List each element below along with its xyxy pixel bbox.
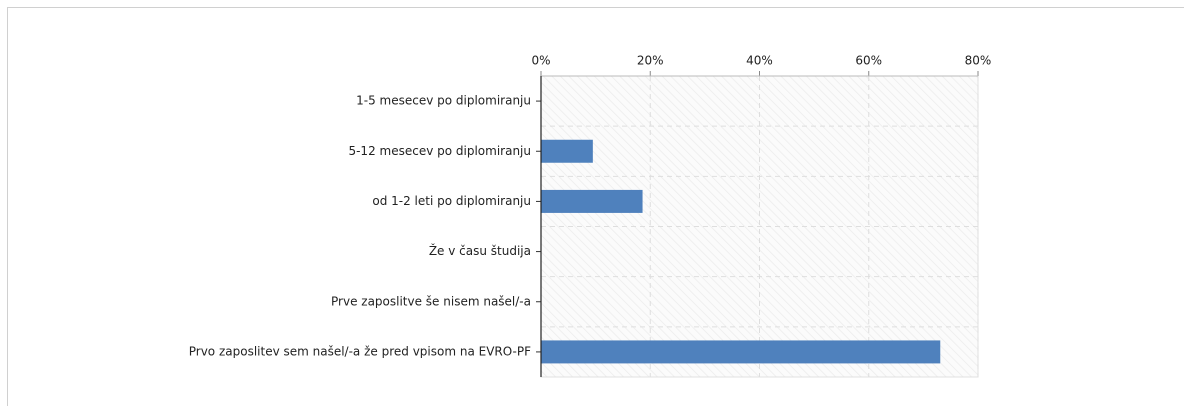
bar: [540, 340, 941, 364]
bar: [540, 189, 643, 213]
x-tick-label: 80%: [965, 54, 992, 68]
y-tick-label: Že v času študija: [429, 243, 531, 258]
x-tick-label: 40%: [746, 54, 773, 68]
bar: [540, 139, 593, 163]
y-tick-label: 5-12 mesecev po diplomiranju: [348, 144, 531, 158]
x-tick-label: 0%: [531, 54, 550, 68]
x-tick-label: 20%: [637, 54, 664, 68]
y-tick-label: od 1-2 leti po diplomiranju: [372, 194, 531, 208]
x-tick-label: 60%: [855, 54, 882, 68]
y-tick-label: Prve zaposlitve še nisem našel/-a: [331, 294, 531, 308]
frame: [7, 7, 1184, 406]
y-tick-label: 1-5 mesecev po diplomiranju: [356, 94, 531, 108]
y-tick-label: Prvo zaposlitev sem našel/-a že pred vpi…: [189, 344, 531, 358]
